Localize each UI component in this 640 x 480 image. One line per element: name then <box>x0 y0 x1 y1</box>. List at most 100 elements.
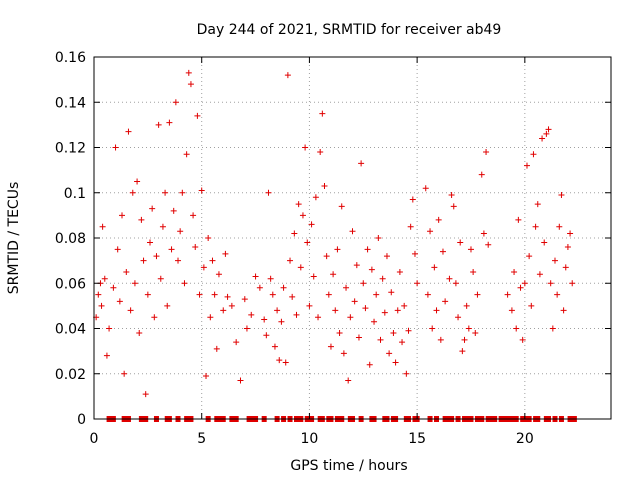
data-point <box>209 257 216 264</box>
x-axis-label: GPS time / hours <box>290 458 407 474</box>
data-point <box>558 192 565 199</box>
data-point <box>159 223 166 230</box>
data-point <box>95 291 102 298</box>
data-point <box>403 370 410 377</box>
data-point <box>129 189 136 196</box>
data-point <box>377 336 384 343</box>
data-point <box>519 336 526 343</box>
data-point <box>269 291 276 298</box>
data-point <box>569 280 576 287</box>
data-point <box>547 280 554 287</box>
data-point <box>435 216 442 223</box>
data-point <box>200 264 207 271</box>
data-point <box>513 325 520 332</box>
ticks-layer: 0 0.02 0.04 0.06 0.08 0.1 0.12 0.14 0.16 0 5 10 15 20 <box>55 50 611 447</box>
data-point <box>371 318 378 325</box>
data-point <box>483 149 490 156</box>
data-point <box>321 182 328 189</box>
data-point <box>467 246 474 253</box>
data-point <box>138 216 145 223</box>
data-point <box>480 230 487 237</box>
data-point <box>308 221 315 228</box>
data-point <box>190 212 197 219</box>
data-point <box>399 339 406 346</box>
data-point <box>455 314 462 321</box>
data-point <box>149 205 156 212</box>
data-point <box>340 350 347 357</box>
data-point <box>517 284 524 291</box>
data-point <box>448 192 455 199</box>
data-point <box>422 185 429 192</box>
data-point <box>136 330 143 337</box>
data-point <box>442 298 449 305</box>
data-point <box>401 302 408 309</box>
data-point <box>429 325 436 332</box>
data-point <box>220 307 227 314</box>
data-point <box>332 307 339 314</box>
data-point <box>541 239 548 246</box>
y-axis-label: SRMTID / TECUs <box>6 182 22 295</box>
data-point <box>282 359 289 366</box>
data-point <box>134 178 141 185</box>
data-point <box>521 280 528 287</box>
data-point <box>414 280 421 287</box>
data-point <box>545 126 552 133</box>
data-point <box>405 327 412 334</box>
y-tick-label: 0.12 <box>55 141 86 157</box>
data-point <box>267 275 274 282</box>
data-point <box>265 189 272 196</box>
data-point <box>119 212 126 219</box>
data-point <box>284 72 291 79</box>
data-point <box>312 194 319 201</box>
data-point <box>287 257 294 264</box>
data-point <box>564 244 571 251</box>
data-point <box>237 377 244 384</box>
data-point <box>157 275 164 282</box>
y-tick-label: 0.06 <box>55 276 86 292</box>
data-point <box>299 212 306 219</box>
data-point <box>319 110 326 117</box>
data-point <box>539 135 546 142</box>
data-point <box>276 357 283 364</box>
data-point <box>528 302 535 309</box>
x-tick-label: 20 <box>516 431 534 447</box>
data-point <box>101 275 108 282</box>
data-point <box>233 339 240 346</box>
data-point <box>131 280 138 287</box>
data-point <box>407 223 414 230</box>
x-tick-label: 15 <box>408 431 426 447</box>
data-point <box>112 144 119 151</box>
data-point <box>278 318 285 325</box>
data-point <box>485 241 492 248</box>
data-point <box>179 189 186 196</box>
data-point <box>205 235 212 241</box>
data-point <box>362 305 369 312</box>
data-point <box>556 223 563 230</box>
data-point <box>213 345 220 352</box>
data-point <box>396 268 403 275</box>
data-point <box>211 291 218 298</box>
data-point <box>504 291 511 298</box>
data-point <box>424 291 431 298</box>
data-point <box>306 302 313 309</box>
data-point <box>103 352 110 359</box>
data-point <box>302 144 309 151</box>
data-point <box>170 207 177 214</box>
data-point <box>355 334 362 341</box>
data-point <box>327 343 334 350</box>
data-point <box>162 189 169 196</box>
data-point <box>392 359 399 366</box>
data-point <box>450 203 457 210</box>
points-layer <box>93 69 577 422</box>
data-point <box>315 314 322 321</box>
data-point <box>98 302 105 309</box>
data-point <box>349 228 356 235</box>
data-point <box>549 325 556 332</box>
data-point <box>452 280 459 287</box>
data-point <box>164 302 171 309</box>
data-point <box>151 314 158 321</box>
data-point <box>523 162 530 169</box>
data-point <box>431 264 438 271</box>
y-tick-label: 0.08 <box>55 231 86 247</box>
